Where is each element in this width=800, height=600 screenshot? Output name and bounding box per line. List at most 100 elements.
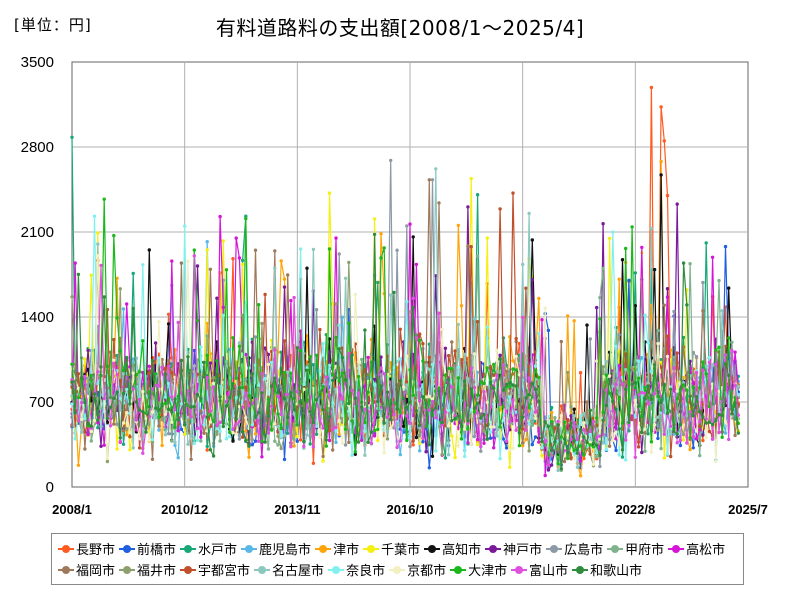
data-point xyxy=(714,423,718,427)
data-point xyxy=(524,396,528,400)
data-point xyxy=(389,417,393,422)
legend-label: 甲府市 xyxy=(625,543,665,558)
data-point xyxy=(192,364,196,368)
data-point xyxy=(286,370,290,374)
data-point xyxy=(723,244,728,249)
data-point xyxy=(694,370,699,375)
data-point xyxy=(360,438,364,442)
data-point xyxy=(463,352,467,356)
data-point xyxy=(237,420,242,424)
data-point xyxy=(672,355,676,359)
legend-item: 長野市 xyxy=(58,538,115,559)
data-point xyxy=(166,364,171,368)
data-point xyxy=(633,381,637,385)
data-point xyxy=(701,280,705,285)
data-point xyxy=(636,404,641,408)
data-point xyxy=(305,368,309,372)
data-point xyxy=(466,419,470,423)
data-point xyxy=(427,355,431,359)
data-point xyxy=(244,216,248,221)
data-point xyxy=(665,452,670,456)
data-point xyxy=(337,379,341,383)
data-point xyxy=(405,224,409,228)
data-point xyxy=(237,256,242,260)
data-point xyxy=(405,383,409,387)
data-point xyxy=(350,419,354,423)
data-point xyxy=(99,365,103,369)
data-point xyxy=(379,256,383,260)
data-point xyxy=(276,394,280,398)
data-point xyxy=(685,413,689,418)
data-point xyxy=(176,418,180,422)
x-tick-label: 2022/8 xyxy=(615,502,655,517)
data-point xyxy=(166,322,171,326)
data-point xyxy=(173,443,177,448)
data-point xyxy=(434,406,438,410)
data-point xyxy=(521,443,525,448)
data-point xyxy=(208,413,213,417)
data-point xyxy=(411,393,415,397)
data-point xyxy=(118,349,123,353)
data-point xyxy=(443,410,448,414)
data-point xyxy=(694,437,699,441)
data-point xyxy=(640,430,644,435)
data-point xyxy=(472,385,477,390)
data-point xyxy=(672,429,676,433)
data-point xyxy=(286,422,290,426)
data-point xyxy=(234,376,238,380)
data-point xyxy=(228,396,232,400)
data-point xyxy=(331,401,335,405)
data-point xyxy=(572,414,576,418)
data-point xyxy=(617,442,621,447)
data-point xyxy=(240,430,245,434)
data-point xyxy=(192,248,196,252)
data-point xyxy=(727,336,731,340)
data-point xyxy=(343,443,348,447)
data-point xyxy=(646,341,650,345)
data-point xyxy=(327,438,332,443)
x-tick-label: 2025/7 xyxy=(728,502,768,517)
data-point xyxy=(466,441,470,445)
data-point xyxy=(665,334,670,338)
data-point xyxy=(343,427,348,431)
data-point xyxy=(343,378,348,382)
data-point xyxy=(443,373,448,377)
data-point xyxy=(717,412,721,417)
data-point xyxy=(630,225,634,229)
data-point xyxy=(475,193,480,197)
data-point xyxy=(601,418,605,422)
data-point xyxy=(437,386,441,390)
data-point xyxy=(607,236,612,241)
data-point xyxy=(224,268,229,272)
data-point xyxy=(395,407,399,411)
data-point xyxy=(324,438,328,442)
data-point xyxy=(630,365,634,370)
data-point xyxy=(170,410,174,414)
data-point xyxy=(144,430,148,434)
legend-marker-icon xyxy=(241,544,258,554)
data-point xyxy=(192,254,196,258)
data-point xyxy=(282,339,287,343)
data-point xyxy=(659,105,663,109)
data-point xyxy=(289,391,293,395)
data-point xyxy=(125,408,129,412)
data-point xyxy=(514,428,518,432)
data-point xyxy=(624,246,628,251)
data-point xyxy=(585,400,589,404)
data-point xyxy=(118,439,123,444)
data-point xyxy=(408,400,412,405)
data-point xyxy=(170,439,174,443)
data-point xyxy=(308,410,312,414)
data-point xyxy=(665,354,670,359)
data-point xyxy=(665,411,670,415)
data-point xyxy=(723,362,728,366)
data-point xyxy=(482,390,486,394)
data-point xyxy=(575,451,580,455)
data-point xyxy=(498,357,502,361)
data-point xyxy=(640,390,644,395)
data-point xyxy=(202,414,206,418)
data-point xyxy=(302,444,306,449)
data-point xyxy=(533,368,538,372)
data-point xyxy=(640,356,644,360)
data-point xyxy=(176,429,180,433)
